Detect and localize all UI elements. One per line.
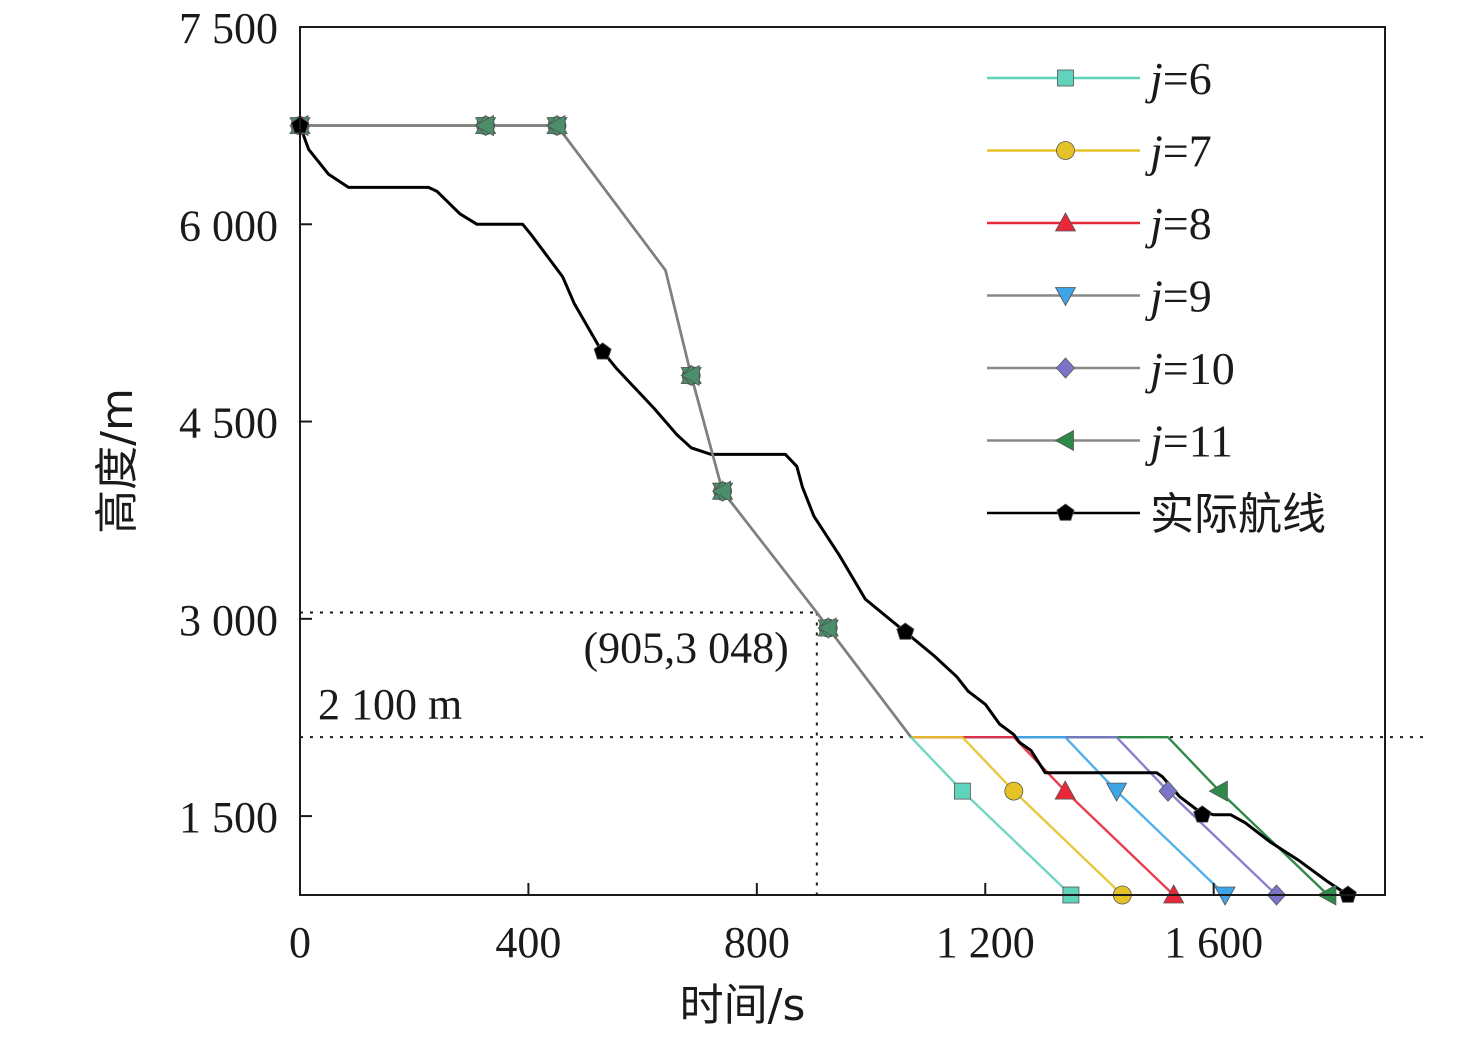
y-tick-label: 6 000: [179, 201, 278, 250]
x-tick-label: 400: [495, 918, 561, 967]
legend-label-variable: j: [1145, 53, 1163, 104]
legend-label: j=10: [1145, 343, 1235, 394]
legend-label-value: =6: [1163, 53, 1212, 104]
data-point-actual: [1193, 805, 1212, 823]
legend-marker: [1057, 69, 1074, 87]
legend-entry-j7: j=7: [987, 126, 1212, 177]
legend-label: j=8: [1145, 198, 1212, 249]
legend-label-variable: j: [1145, 198, 1163, 249]
x-tick-label: 0: [289, 918, 311, 967]
data-point-j11: [817, 617, 837, 639]
data-point-j6: [954, 782, 971, 800]
legend-entry-j10: j=10: [987, 343, 1235, 394]
series-line-j6: [300, 124, 1072, 896]
data-point-actual: [593, 342, 612, 360]
legend-label-value: =11: [1163, 416, 1233, 467]
data-point-j11: [711, 480, 731, 502]
legend-label: j=11: [1145, 416, 1233, 467]
data-point-j8: [1054, 780, 1076, 800]
point-annotation: (905,3 048): [583, 624, 788, 673]
series-line-j9: [300, 124, 1226, 896]
legend-label-variable: j: [1145, 343, 1163, 394]
data-point-j11: [546, 114, 566, 137]
legend-label-variable: j: [1145, 416, 1163, 467]
y-tick-label: 7 500: [179, 4, 278, 53]
data-point-j9: [1105, 782, 1128, 802]
y-tick-label: 3 000: [179, 596, 278, 645]
level-annotation: 2 100 m: [318, 680, 462, 729]
legend-marker: [1056, 503, 1075, 521]
legend-label-value: =7: [1163, 126, 1212, 177]
legend-label: j=9: [1145, 271, 1212, 322]
y-axis-title: 高度/m: [92, 388, 143, 534]
legend-label-variable: j: [1145, 271, 1163, 322]
plot-area-frame: [299, 26, 1386, 896]
x-tick-label: 1 600: [1164, 918, 1263, 967]
legend-label-value: =9: [1163, 271, 1212, 322]
data-point-j11: [1208, 780, 1228, 802]
legend-label-variable: j: [1145, 126, 1163, 177]
x-axis-title: 时间/s: [680, 980, 806, 1031]
y-tick-label: 1 500: [179, 793, 278, 842]
series-line-j7: [300, 124, 1124, 896]
legend-label-value: =8: [1163, 198, 1212, 249]
x-tick-label: 1 200: [936, 918, 1035, 967]
data-point-actual: [896, 622, 915, 640]
legend-marker: [1056, 141, 1075, 160]
legend-entry-j8: j=8: [987, 198, 1212, 249]
legend-marker: [1054, 287, 1077, 307]
legend-entry-j9: j=9: [987, 271, 1212, 322]
x-tick-label: 800: [724, 918, 790, 967]
legend-entry-j11: j=11: [987, 416, 1233, 467]
legend-label: 实际航线: [1150, 489, 1326, 540]
series-line-j10: [300, 124, 1278, 896]
data-point-j11: [680, 364, 700, 387]
legend-entry-j6: j=6: [987, 53, 1212, 104]
data-point-j10: [1158, 780, 1178, 802]
y-tick-label: 4 500: [179, 399, 278, 448]
legend-marker: [1054, 212, 1077, 232]
data-point-j11: [474, 114, 495, 137]
legend-label: j=7: [1145, 126, 1212, 177]
ticks-layer: 0 400 800 1 200 1 600 1 500 3 000 4 500 6 000 7 5…: [179, 4, 1263, 967]
legend-entry-actual: 实际航线: [987, 489, 1326, 540]
legend-label-value: =10: [1163, 343, 1235, 394]
legend-marker: [1054, 429, 1074, 452]
legend-marker: [1055, 357, 1076, 379]
guide-lines-layer: [300, 611, 1425, 895]
data-point-j7: [1004, 781, 1024, 801]
legend-label: j=6: [1145, 53, 1212, 104]
